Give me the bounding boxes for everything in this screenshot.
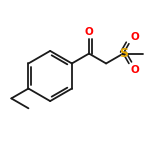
Text: O: O bbox=[130, 65, 139, 75]
Text: S: S bbox=[119, 47, 128, 60]
Text: O: O bbox=[85, 27, 93, 37]
Text: O: O bbox=[130, 33, 139, 43]
